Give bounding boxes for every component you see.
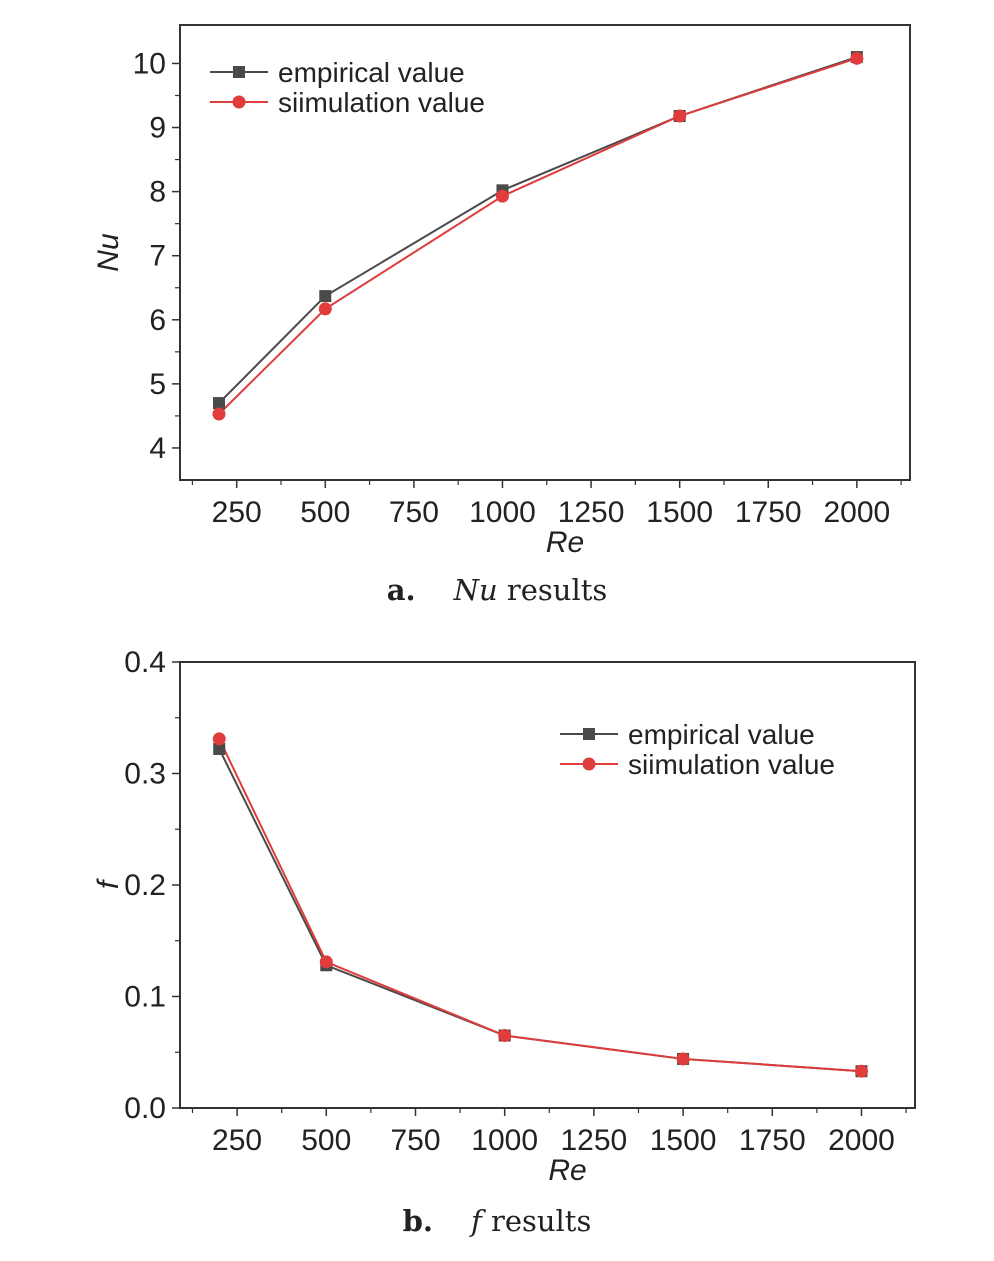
- nu-x-tick-label: 2000: [823, 496, 890, 529]
- f-series-line-empirical: [218, 748, 862, 1073]
- nu-x-tick-label: 750: [389, 496, 439, 529]
- f-chart: 250 500 750 1000 1250 1500 1750 2000 0.0 0.1 0.2 0.…: [0, 630, 994, 1200]
- nu-point-empirical: [212, 397, 225, 410]
- caption-a-text: results: [497, 573, 608, 607]
- nu-point-empirical: [319, 290, 332, 303]
- f-chart-svg: 250 500 750 1000 1250 1500 1750 2000 0.0 0.1 0.2 0.…: [92, 646, 916, 1187]
- nu-point-simulation: [850, 51, 864, 65]
- nu-chart: 250 500 750 1000 1250 1500 1750 2000 4 5 6 7 8 9 10 Re N…: [0, 0, 994, 560]
- f-legend-marker-empirical: [583, 728, 595, 740]
- f-x-tick-label: 250: [212, 1124, 262, 1157]
- caption-b-text: results: [481, 1204, 592, 1238]
- nu-x-tick-label: 1000: [469, 496, 536, 529]
- nu-legend-label-empirical: empirical value: [278, 57, 465, 88]
- nu-y-tick-label: 8: [149, 176, 166, 209]
- caption-a-symbol: Nu: [453, 573, 498, 607]
- nu-legend-label-simulation: siimulation value: [278, 87, 485, 118]
- f-legend-marker-simulation: [582, 757, 596, 771]
- caption-b-symbol: f: [471, 1204, 482, 1238]
- nu-x-tick-label: 1750: [735, 496, 802, 529]
- f-y-tick-label: 0.2: [124, 869, 166, 902]
- nu-point-simulation: [495, 189, 509, 203]
- f-x-tick-label: 2000: [828, 1124, 895, 1157]
- nu-legend-marker-simulation: [232, 95, 246, 109]
- nu-x-tick-label: 500: [300, 496, 350, 529]
- nu-y-axis-label: Nu: [92, 233, 125, 272]
- caption-b: b. f results: [0, 1204, 994, 1238]
- f-point-simulation: [498, 1029, 512, 1043]
- nu-y-tick-label: 6: [149, 304, 166, 337]
- nu-y-tick-label: 10: [133, 47, 166, 80]
- f-legend-label-simulation: siimulation value: [628, 749, 835, 780]
- nu-x-tick-label: 250: [212, 496, 262, 529]
- nu-x-tick-label: 1250: [558, 496, 625, 529]
- f-y-tick-label: 0.1: [124, 981, 166, 1014]
- nu-plot-frame: [179, 24, 911, 481]
- nu-chart-svg: 250 500 750 1000 1250 1500 1750 2000 4 5 6 7 8 9 10 Re N…: [92, 24, 911, 559]
- caption-a: a. Nu results: [0, 573, 994, 607]
- f-point-empirical: [213, 742, 226, 755]
- nu-y-tick-label: 4: [149, 432, 166, 465]
- f-point-simulation: [854, 1064, 868, 1078]
- caption-a-letter: a.: [386, 573, 416, 607]
- f-y-tick-label: 0.4: [124, 646, 166, 679]
- nu-y-tick-label: 7: [149, 240, 166, 273]
- f-x-tick-label: 750: [390, 1124, 440, 1157]
- f-x-tick-label: 1500: [650, 1124, 717, 1157]
- nu-x-axis-label: Re: [546, 526, 584, 559]
- f-point-simulation: [212, 732, 226, 746]
- f-x-axis-label: Re: [548, 1154, 586, 1187]
- caption-b-letter: b.: [402, 1204, 433, 1238]
- f-x-tick-label: 500: [301, 1124, 351, 1157]
- f-x-tick-label: 1000: [471, 1124, 538, 1157]
- f-y-axis-label: f: [92, 878, 125, 889]
- nu-x-tick-label: 1500: [646, 496, 713, 529]
- f-legend-label-empirical: empirical value: [628, 719, 815, 750]
- f-point-simulation: [319, 955, 333, 969]
- nu-y-tick-label: 9: [149, 112, 166, 145]
- f-x-tick-label: 1750: [739, 1124, 806, 1157]
- f-x-tick-label: 1250: [561, 1124, 628, 1157]
- nu-y-tick-label: 5: [149, 368, 166, 401]
- nu-point-simulation: [318, 302, 332, 316]
- f-series-line-simulation: [218, 738, 862, 1073]
- nu-point-simulation: [212, 407, 226, 421]
- f-point-simulation: [676, 1052, 690, 1066]
- nu-legend-marker-empirical: [233, 66, 245, 78]
- f-y-tick-label: 0.0: [124, 1092, 166, 1125]
- f-y-tick-label: 0.3: [124, 758, 166, 791]
- nu-point-simulation: [673, 109, 687, 123]
